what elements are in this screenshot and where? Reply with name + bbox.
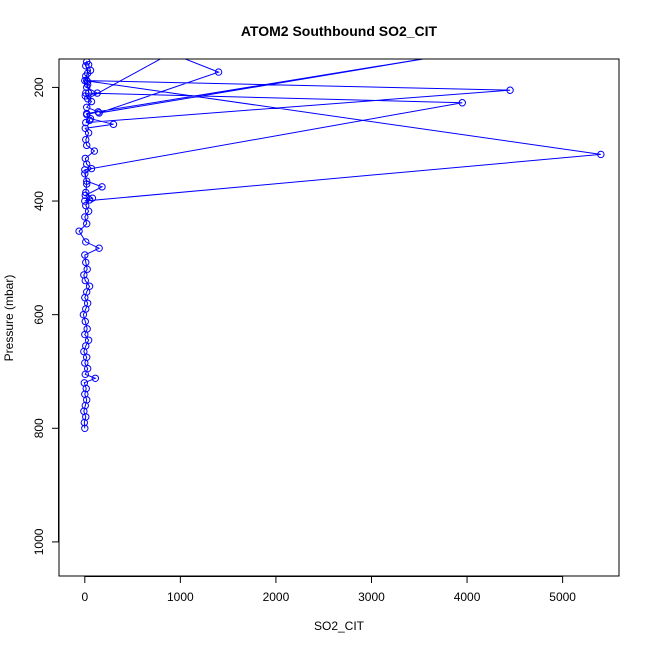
data-point <box>93 89 101 97</box>
data-point <box>86 114 95 123</box>
data-point <box>458 99 466 107</box>
x-tick-label: 1000 <box>167 590 194 604</box>
plot-frame <box>58 58 620 577</box>
data-point <box>88 194 97 202</box>
data-point <box>81 424 89 432</box>
data-point <box>81 170 89 178</box>
data-point <box>82 258 90 267</box>
data-point <box>82 135 90 144</box>
data-point <box>82 89 90 97</box>
data-point <box>81 213 89 221</box>
data-point <box>75 227 83 235</box>
data-point <box>83 288 91 296</box>
data-point <box>83 220 91 228</box>
data-point <box>83 364 92 373</box>
x-tick-label: 2000 <box>263 590 290 604</box>
data-point <box>454 50 460 56</box>
data-point <box>81 154 89 163</box>
y-tick-label: 800 <box>32 418 46 438</box>
data-point <box>84 89 93 97</box>
data-point <box>94 108 102 116</box>
data-point <box>85 116 94 125</box>
data-point <box>84 207 93 215</box>
data-point <box>81 191 89 200</box>
data-point <box>84 336 93 344</box>
data-point <box>82 188 90 197</box>
data-point <box>82 62 90 70</box>
x-axis-label: SO2_CIT <box>314 619 365 633</box>
axes: 0 1000 2000 3000 4000 5000 200 400 600 800 1000 <box>32 77 576 604</box>
data-point <box>82 342 90 350</box>
data-point <box>597 150 605 159</box>
data-point <box>214 68 223 76</box>
data-point <box>83 59 91 66</box>
data-point <box>168 50 174 56</box>
data-point <box>81 166 89 174</box>
data-point <box>90 147 99 155</box>
data-point <box>506 86 514 94</box>
x-tick-label: 0 <box>81 590 88 604</box>
series-line <box>78 59 601 429</box>
plot-area <box>75 50 605 432</box>
data-point <box>83 69 92 77</box>
data-point <box>83 353 91 361</box>
data-point <box>82 201 90 210</box>
data-point <box>80 271 88 279</box>
data-point <box>83 76 91 85</box>
y-tick-label: 600 <box>32 304 46 324</box>
data-point <box>83 80 92 89</box>
data-point <box>83 325 91 333</box>
data-point <box>82 118 90 127</box>
y-axis-label: Pressure (mbar) <box>2 275 16 362</box>
data-point <box>81 317 89 326</box>
data-point <box>81 124 89 133</box>
data-point <box>83 177 91 185</box>
data-point <box>83 299 92 307</box>
data-point <box>83 109 91 118</box>
data-point <box>80 379 89 387</box>
x-tick-label: 4000 <box>454 590 481 604</box>
data-point <box>81 251 89 259</box>
data-point <box>83 141 91 150</box>
x-tick-label: 3000 <box>358 590 385 604</box>
chart-title: ATOM2 Southbound SO2_CIT <box>241 23 438 39</box>
data-point <box>109 120 118 129</box>
data-point <box>85 282 94 290</box>
y-tick-label: 400 <box>32 191 46 211</box>
data-point <box>95 109 103 117</box>
data-point <box>81 197 89 205</box>
data-point <box>95 244 103 252</box>
y-tick-label: 200 <box>32 77 46 97</box>
data-point <box>82 238 90 246</box>
y-tick-label: 1000 <box>32 528 46 555</box>
data-point <box>91 374 100 382</box>
data-point <box>98 183 106 191</box>
data-point <box>83 265 91 273</box>
data-point <box>83 180 91 188</box>
x-tick-label: 5000 <box>549 590 576 604</box>
